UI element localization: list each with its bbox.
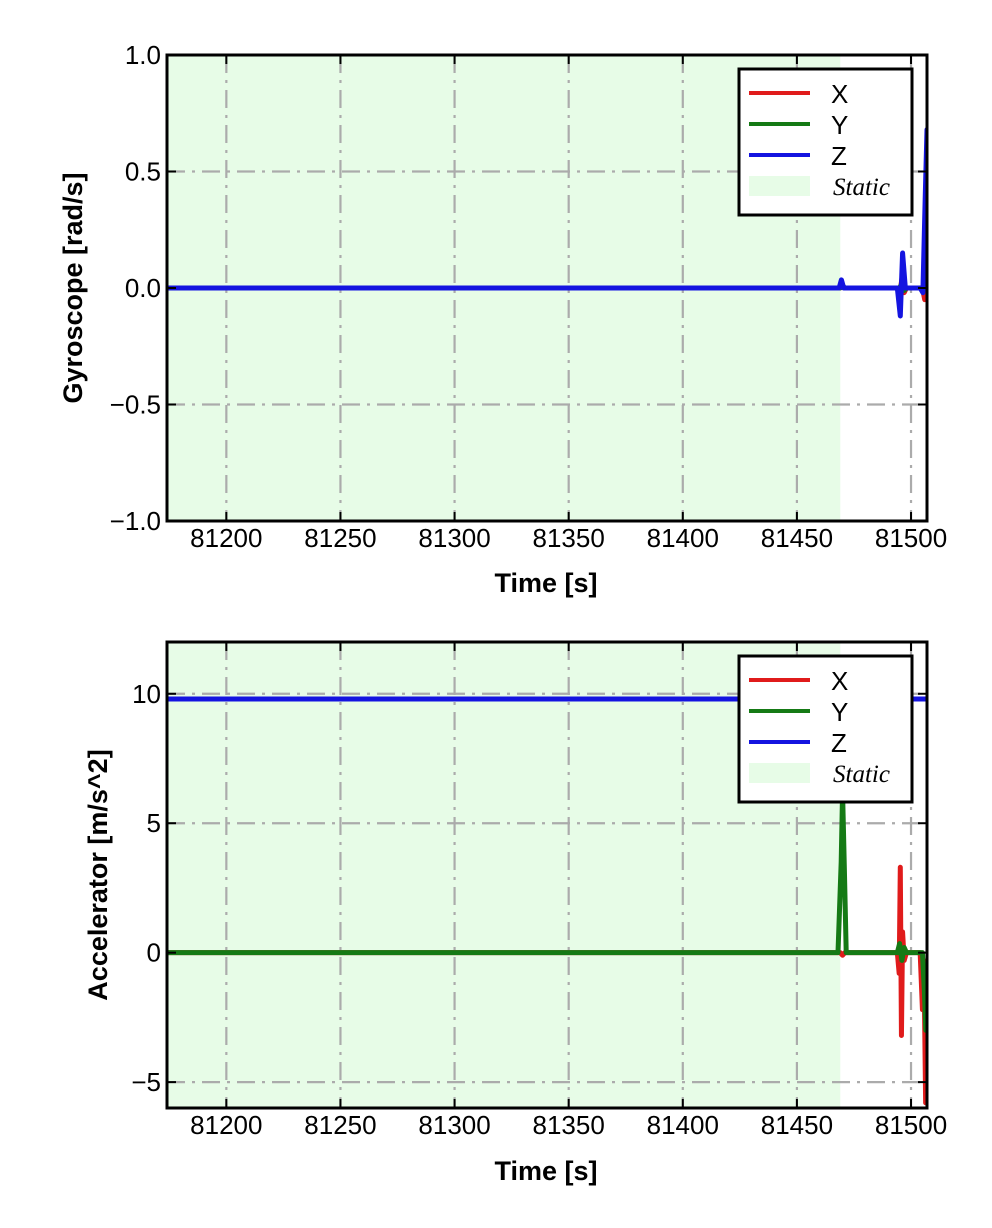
legend-label: X	[831, 666, 848, 696]
y-tick-label: 0.0	[125, 273, 161, 303]
x-tick-label: 81300	[418, 523, 490, 553]
y-tick-label: 1.0	[125, 40, 161, 70]
legend-label: Y	[831, 697, 848, 727]
legend-swatch-static	[749, 763, 810, 783]
x-tick-label: 81450	[761, 1110, 833, 1140]
y-tick-label: 10	[132, 679, 161, 709]
subplot-1: 81200 81250 81300 81350 81400 81450 81500 1.0 0.…	[58, 40, 947, 598]
x-tick-label: 81400	[647, 1110, 719, 1140]
x-tick-label: 81250	[304, 523, 376, 553]
static-region	[167, 642, 841, 1108]
legend-label: Static	[833, 174, 890, 201]
x-tick-label: 81350	[533, 523, 605, 553]
axes-frame	[165, 640, 929, 1110]
series-line-y	[167, 789, 927, 1033]
x-tick-label: 81400	[647, 523, 719, 553]
x-tick-label: 81500	[875, 1110, 947, 1140]
y-axis-title: Accelerator [m/s^2]	[83, 749, 113, 1000]
subplot-2: 81200 81250 81300 81350 81400 81450 81500 10 5 0 −…	[83, 640, 947, 1186]
legend-label: X	[831, 79, 848, 109]
x-tick-label: 81250	[304, 1110, 376, 1140]
legend: XYZ Static	[737, 654, 914, 804]
legend-swatch-static	[749, 176, 810, 196]
x-tick-label: 81300	[418, 1110, 490, 1140]
legend-label: Z	[831, 141, 847, 171]
series-line-z	[167, 127, 927, 319]
y-axis-title: Gyroscope [rad/s]	[58, 172, 88, 403]
x-tick-label: 81450	[761, 523, 833, 553]
legend-label: Static	[833, 761, 890, 788]
x-tick-label: 81200	[190, 523, 262, 553]
x-axis-title: Time [s]	[494, 568, 597, 598]
y-tick-label: −0.5	[110, 390, 161, 420]
legend: XYZ Static	[737, 67, 914, 217]
y-tick-label: −5	[131, 1067, 161, 1097]
x-axis-title: Time [s]	[494, 1156, 597, 1186]
legend-label: Z	[831, 728, 847, 758]
x-tick-label: 81500	[875, 523, 947, 553]
series-group	[167, 127, 927, 319]
x-tick-label: 81200	[190, 1110, 262, 1140]
y-tick-label: 0.5	[125, 157, 161, 187]
x-tick-label: 81350	[533, 1110, 605, 1140]
y-tick-label: 5	[147, 808, 161, 838]
y-tick-label: −1.0	[110, 506, 161, 536]
y-tick-label: 0	[147, 938, 161, 968]
legend-label: Y	[831, 110, 848, 140]
